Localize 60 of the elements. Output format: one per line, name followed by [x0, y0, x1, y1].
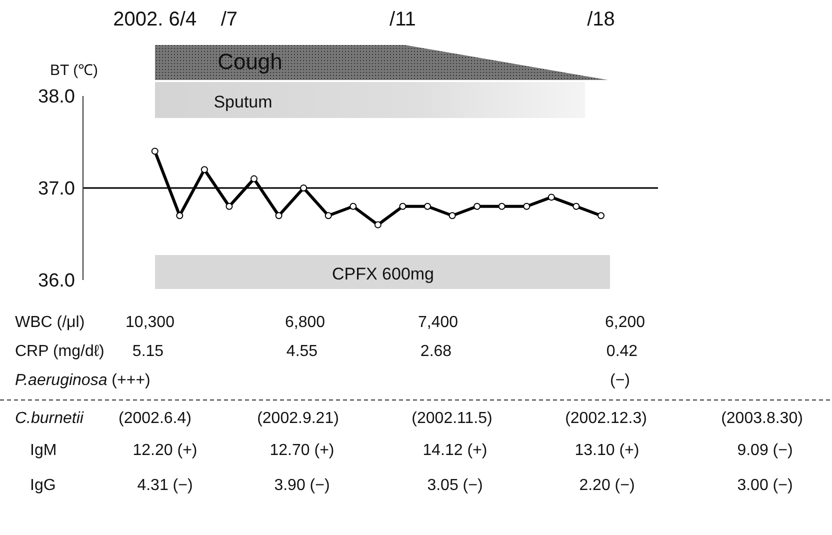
- x-tick-label: /18: [587, 8, 615, 30]
- text: 2.68: [420, 343, 452, 360]
- text: IgG: [30, 477, 56, 494]
- point: [200, 166, 208, 174]
- text: 7,400: [418, 314, 458, 332]
- point: [374, 221, 382, 228]
- text: 3.90 (−): [274, 477, 330, 494]
- y-tick-label: 36.0: [38, 270, 75, 292]
- x-tick-label: /7: [220, 8, 238, 30]
- text: P.aeruginosa (+++): [15, 372, 150, 390]
- text: 6,800: [284, 314, 326, 332]
- text: (2002.9.21): [257, 410, 339, 428]
- annotation: Sputum: [214, 92, 272, 112]
- text: 2.20 (−): [579, 477, 635, 494]
- text: 10,300: [126, 314, 175, 332]
- y-axis-title: BT (℃): [50, 62, 98, 79]
- text: 14.12 (+): [422, 442, 488, 460]
- y-tick-label: 37.0: [38, 178, 75, 200]
- point: [523, 202, 530, 210]
- point: [176, 212, 184, 220]
- text: 12.70 (+): [270, 442, 334, 460]
- point: [424, 202, 432, 210]
- point: [151, 148, 158, 155]
- point: [324, 212, 332, 220]
- x-tick-label: 2002. 6/4: [113, 8, 197, 30]
- text: 12.20 (+): [132, 442, 198, 460]
- text: 13.10 (+): [574, 442, 640, 460]
- y-tick-label: 38.0: [38, 86, 75, 108]
- text: (−): [610, 372, 630, 390]
- text: Cough: [218, 48, 282, 74]
- text: IgM: [30, 442, 57, 460]
- text: 3.05 (−): [427, 477, 483, 494]
- text: (2002.6.4): [118, 410, 192, 428]
- point: [448, 212, 456, 220]
- point: [250, 175, 258, 182]
- point: [474, 202, 481, 210]
- point: [399, 202, 406, 210]
- point: [300, 184, 308, 192]
- text: (2002.12.3): [565, 410, 647, 428]
- point: [572, 202, 580, 210]
- text: C.burnetii: [15, 410, 84, 428]
- text: 3.00 (−): [737, 477, 793, 494]
- text: 6,200: [604, 314, 646, 332]
- point: [226, 202, 233, 210]
- point: [275, 212, 282, 220]
- text: 4.31 (−): [137, 477, 193, 494]
- text: 4.55: [286, 343, 318, 360]
- text: CRP (mg/dℓ): [15, 343, 104, 360]
- text: 0.42: [606, 343, 638, 360]
- text: WBC (/μl): [15, 314, 85, 332]
- text: 5.15: [132, 343, 164, 360]
- x-tick-label: /11: [390, 8, 416, 30]
- annotation: CPFX 600mg: [332, 264, 434, 284]
- point: [548, 194, 555, 201]
- text: (2003.8.30): [721, 410, 803, 428]
- point: [350, 202, 357, 210]
- text: 9.09 (−): [737, 442, 793, 460]
- point: [498, 202, 506, 210]
- text: (2002.11.5): [412, 410, 492, 428]
- point: [597, 212, 604, 220]
